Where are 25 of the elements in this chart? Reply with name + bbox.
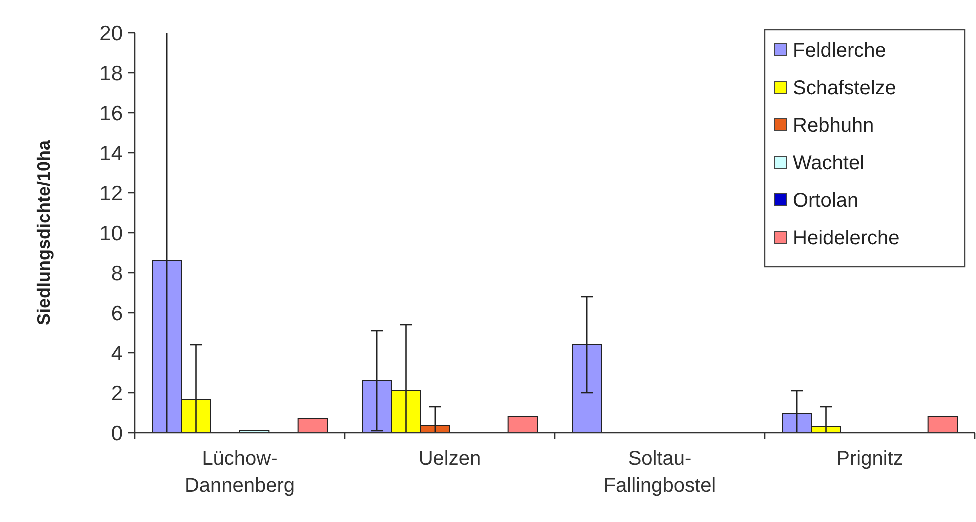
legend-label: Ortolan <box>793 190 859 212</box>
y-tick-label: 14 <box>100 142 124 166</box>
legend-label: Schafstelze <box>793 78 896 100</box>
legend-label: Wachtel <box>793 152 865 174</box>
bar <box>298 418 328 434</box>
y-tick-label: 12 <box>100 182 123 206</box>
bar <box>508 416 538 434</box>
legend-label: Rebhuhn <box>793 115 874 137</box>
y-tick-label: 10 <box>100 222 123 246</box>
y-tick-label: 0 <box>111 422 123 446</box>
y-tick-label: 18 <box>100 62 123 86</box>
y-axis-title: Siedlungsdichte/10ha <box>34 139 54 326</box>
y-tick-label: 16 <box>100 102 123 126</box>
y-tick-label: 6 <box>111 302 123 326</box>
x-tick-label: Prignitz <box>836 448 904 470</box>
y-tick-label: 4 <box>111 342 124 366</box>
y-tick-label: 2 <box>111 382 123 406</box>
bar <box>928 416 958 434</box>
x-tick-label: Uelzen <box>418 448 482 470</box>
y-tick-label: 20 <box>100 22 123 46</box>
y-tick-label: 8 <box>111 262 123 286</box>
legend-label: Heidelerche <box>793 228 900 250</box>
x-tick-label: Soltau-Fallingbostel <box>604 448 716 497</box>
legend-label: Feldlerche <box>793 40 886 62</box>
x-tick-label: Lüchow-Dannenberg <box>184 448 296 497</box>
